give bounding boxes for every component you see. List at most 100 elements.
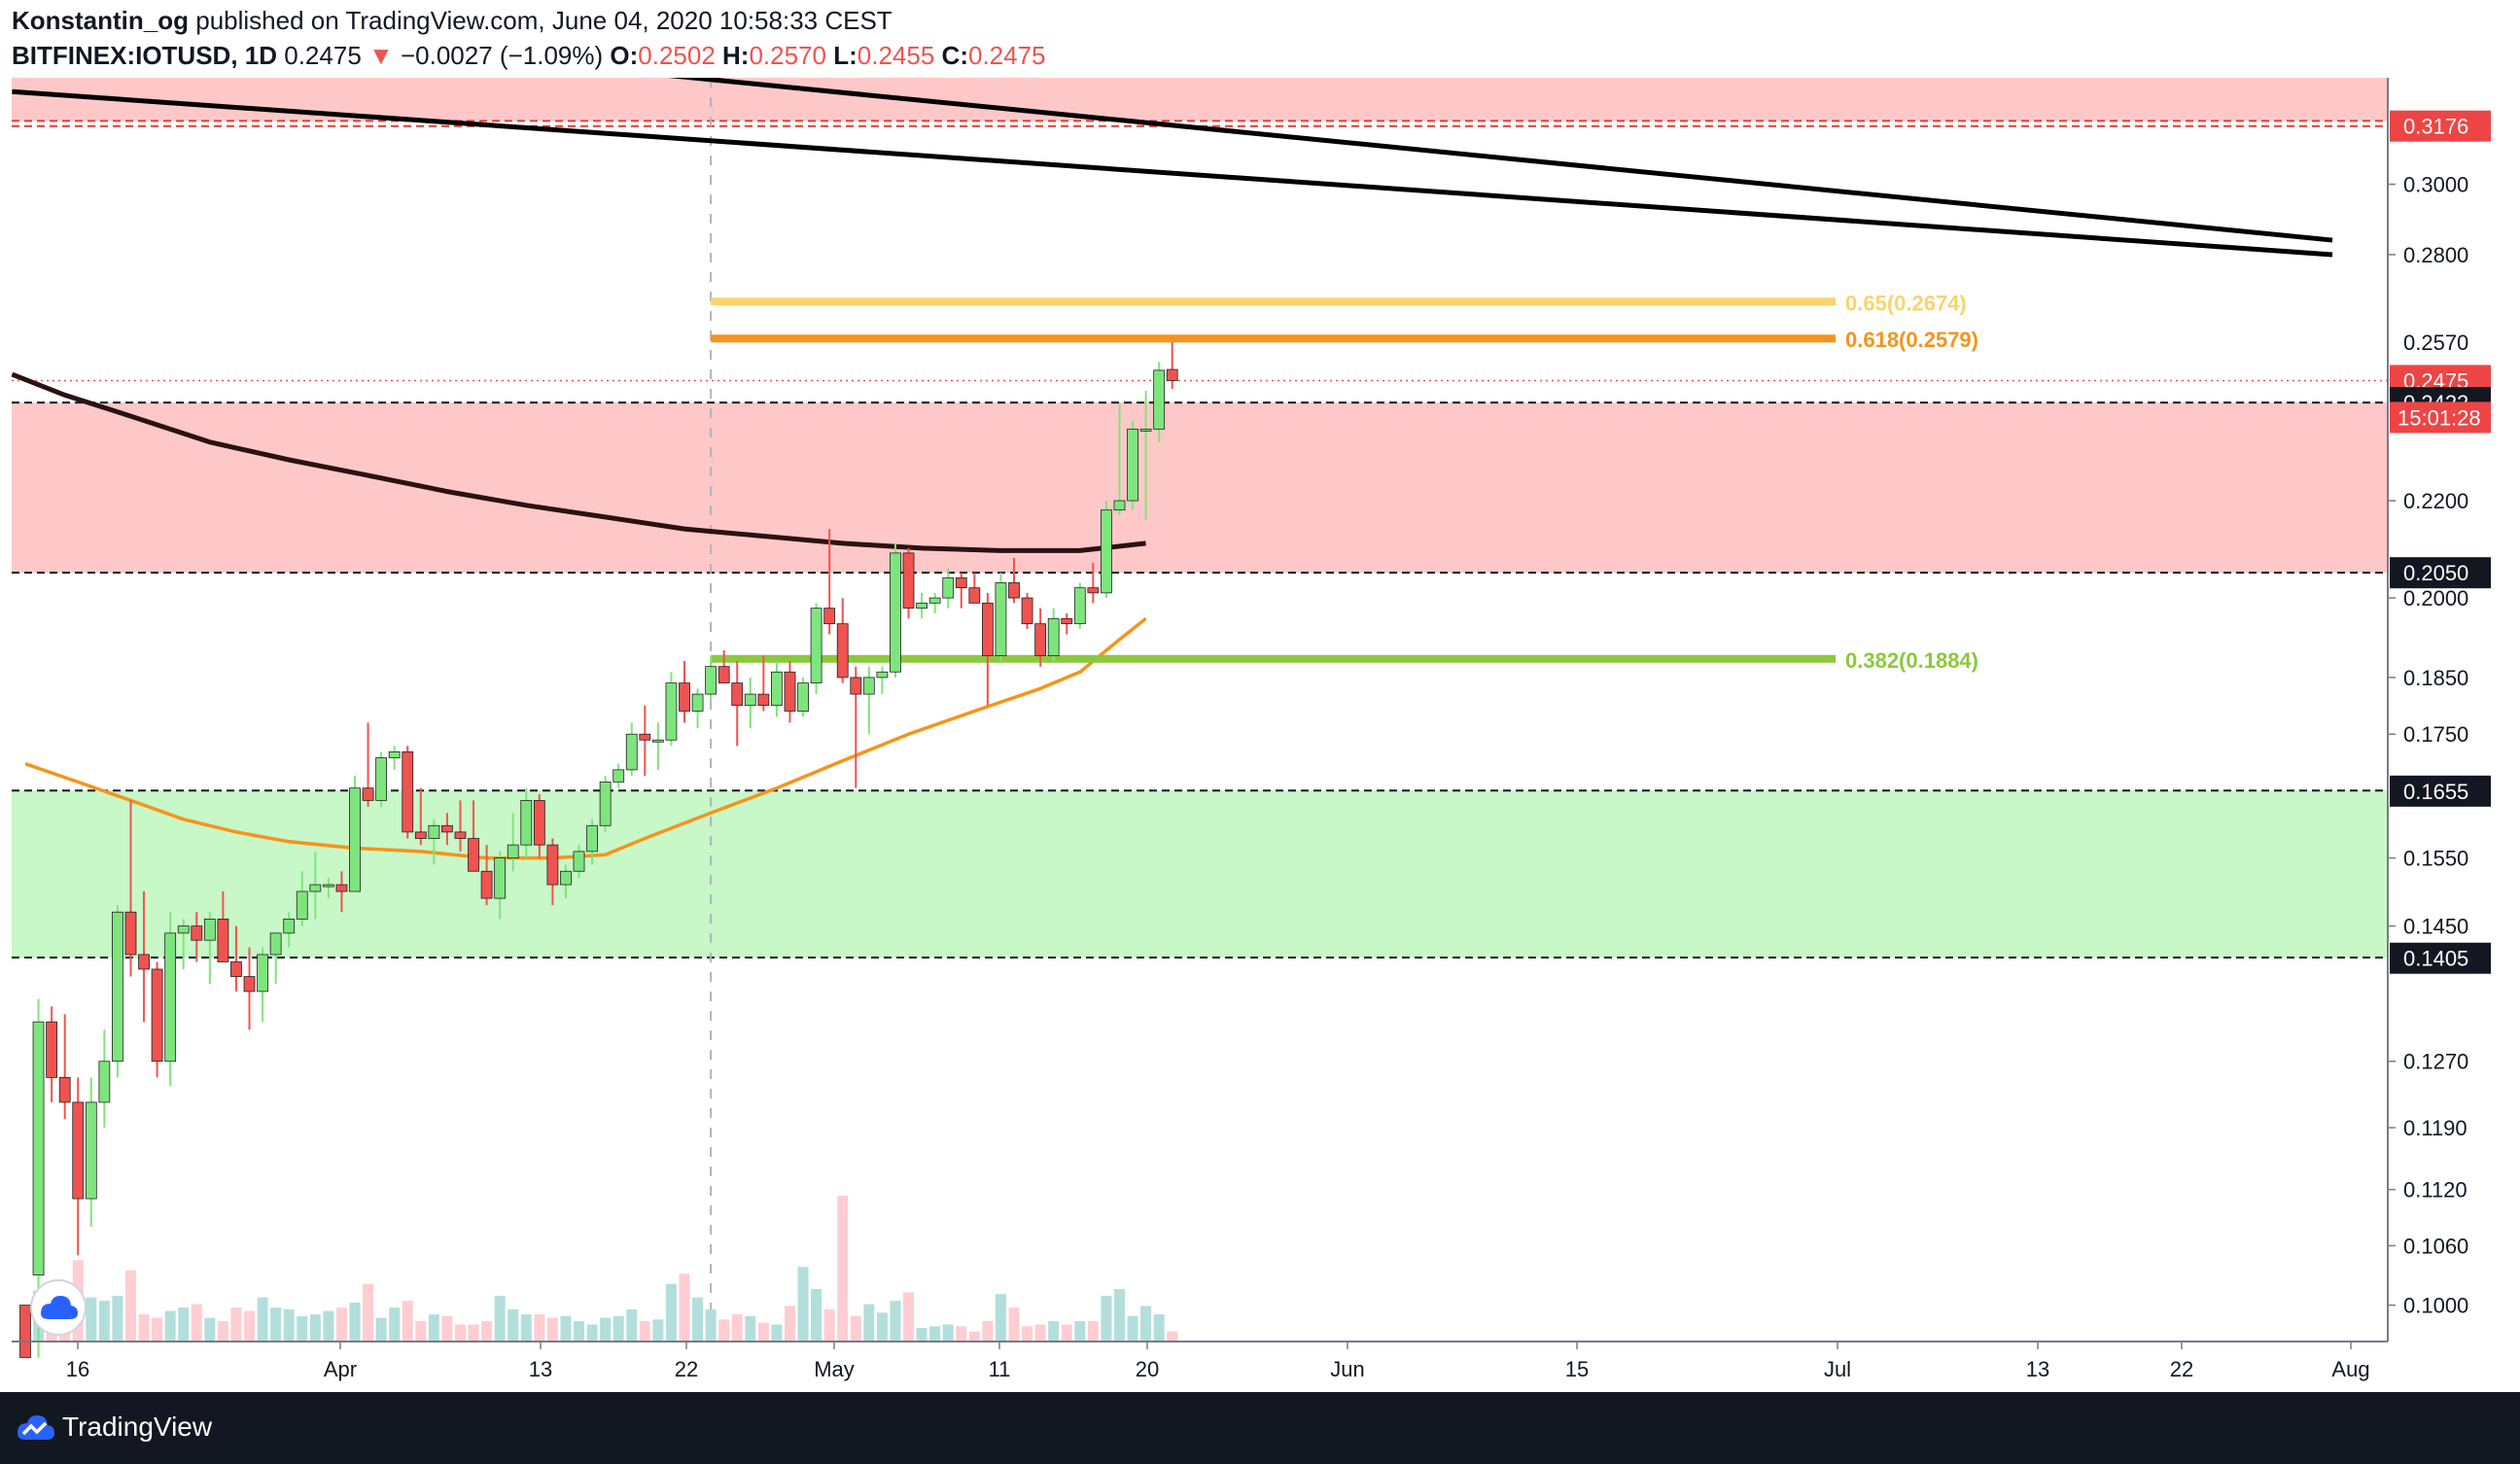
candle-body [718,666,730,684]
volume-bar [757,1322,769,1342]
candle [1034,608,1047,667]
candle-body [916,602,928,610]
candle-body [468,838,479,872]
candle-body [257,954,268,993]
candle [651,722,664,770]
candle [507,813,519,872]
candle [85,1077,97,1227]
volume-bar [468,1324,479,1342]
publisher-line: Konstantin_og published on TradingView.c… [12,6,892,36]
candle-body [191,925,203,941]
candle-body [797,682,809,712]
author-name[interactable]: Konstantin_og [12,6,189,35]
candle-body [928,597,941,604]
candle [375,751,388,807]
candle [942,568,955,609]
volume-bar [481,1321,493,1342]
volume-bar [1048,1321,1060,1342]
open-label: O: [610,41,639,70]
candle [639,705,651,777]
candle-body [19,1305,31,1358]
price-label: 0.1655 [2403,780,2468,804]
candle-body [124,911,137,956]
candle [124,800,137,977]
candle [546,838,559,906]
time-tick-label: Aug [2331,1357,2369,1381]
time-tick-label: Jun [1330,1357,1364,1381]
volume-bar [441,1315,453,1342]
time-tick-label: 11 [989,1357,1011,1381]
moving-average-long [11,371,1146,553]
volume-bar [956,1326,967,1342]
volume-bar [546,1317,558,1342]
candle-body [480,870,493,899]
tradingview-logo-icon[interactable] [14,1410,56,1445]
footer-bar: TradingView [0,1392,2520,1464]
candle [836,598,849,683]
candle-body [85,1101,97,1200]
candle [494,851,507,920]
time-tick-label: Jul [1824,1357,1851,1381]
volume-bar [98,1301,110,1342]
price-tick-label: 0.2200 [2403,489,2468,513]
volume-bar [718,1319,730,1342]
candle-body [283,919,296,934]
price-label-box [2390,557,2491,589]
candle [230,925,242,992]
candle [1139,391,1152,520]
symbol-name[interactable]: BITFINEX:IOTUSD, 1D [12,41,278,70]
time-tick-label: 13 [529,1357,552,1381]
candle-body [98,1061,111,1103]
candle-body [402,750,414,833]
tradingview-brand[interactable]: TradingView [62,1412,213,1442]
price-label-box [2390,110,2491,142]
candle [1127,420,1138,510]
volume-bar [1113,1288,1125,1342]
candle [283,912,296,948]
down-arrow-icon: ▼ [368,41,394,70]
candle [520,787,533,858]
candle-body [862,677,875,695]
candle [981,592,994,706]
watermark-cloud [41,1296,78,1319]
candle-body [1034,623,1047,656]
candle-body [902,552,915,610]
candle-body [784,671,796,712]
volume-bar [929,1326,941,1342]
volume-bar [191,1304,202,1342]
price-scale-background [2388,78,2520,1392]
volume-bar [745,1315,756,1342]
candle-body [533,799,545,846]
candle [441,813,453,846]
candle-body [58,1077,71,1103]
candle-body [731,682,744,707]
trendline-1 [668,78,2333,243]
volume-bar [217,1321,228,1342]
publish-info: published on TradingView.com, June 04, 2… [195,6,892,35]
price-chart[interactable]: 0.65(0.2674) 0.618(0.2579) 0.382(0.1884) 0.… [0,78,2520,1392]
volume-bar [863,1304,875,1342]
volume-bar [837,1196,849,1342]
candle [625,722,638,777]
price-tick-label: 0.1850 [2403,666,2468,690]
time-tick-label: 13 [2026,1357,2049,1381]
volume-bar [731,1314,743,1342]
volume-bar [389,1307,401,1342]
candle-body [546,844,559,886]
candle-body [691,693,704,712]
candle-body [46,1021,58,1078]
candle-body [757,693,770,707]
volume-bar [428,1314,439,1342]
candle-body [1139,428,1152,432]
volume-bar [124,1270,136,1342]
volume-bar [402,1301,413,1342]
candle [902,547,915,619]
close-label: C: [941,41,968,70]
volume-bar [586,1324,598,1342]
candle-body [217,919,229,962]
candle [257,947,268,1023]
volume-bar [850,1315,861,1342]
volume-bar [508,1308,519,1342]
close-value: 0.2475 [967,41,1046,70]
